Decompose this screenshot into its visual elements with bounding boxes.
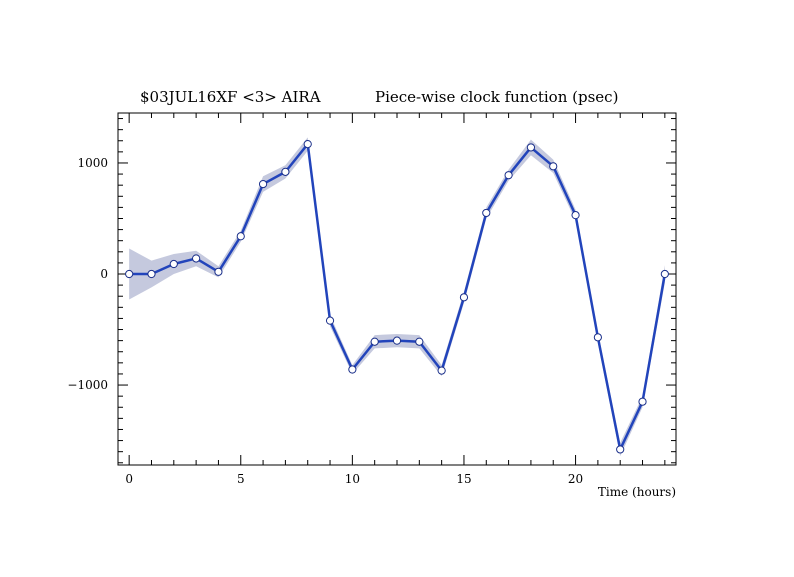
axis-ticks: 0 5 10 15 20 −1000 0 1000 xyxy=(67,113,676,486)
data-point xyxy=(370,337,379,346)
data-point xyxy=(526,143,536,152)
data-point xyxy=(392,336,402,345)
data-points xyxy=(125,139,669,454)
data-point xyxy=(214,267,223,276)
y-tick-label: −1000 xyxy=(67,378,108,392)
x-tick-label: 10 xyxy=(345,472,360,486)
x-tick-label: 5 xyxy=(237,472,245,486)
data-point xyxy=(593,333,602,342)
data-point xyxy=(616,445,625,454)
data-point xyxy=(660,269,669,279)
x-axis-label: Time (hours) xyxy=(598,485,676,499)
series-line-layer xyxy=(129,142,667,451)
x-tick-label: 0 xyxy=(125,472,133,486)
data-point xyxy=(192,254,201,263)
data-point xyxy=(325,316,335,325)
data-point xyxy=(281,167,290,176)
plot-frame xyxy=(117,112,677,466)
data-point xyxy=(504,171,513,180)
data-point xyxy=(549,162,558,171)
chart-title-right: Piece-wise clock function (psec) xyxy=(375,88,618,106)
error-band xyxy=(129,137,665,457)
data-point xyxy=(169,259,178,269)
data-point xyxy=(638,397,647,406)
data-point xyxy=(437,366,446,375)
data-point xyxy=(415,337,424,346)
data-point xyxy=(147,269,156,279)
data-point xyxy=(258,179,268,189)
series-line xyxy=(129,142,667,451)
data-point xyxy=(125,269,134,279)
data-point xyxy=(348,365,357,374)
chart-title-left: $03JUL16XF <3> AIRA xyxy=(140,88,321,106)
error-band-area xyxy=(129,137,665,457)
y-tick-label: 0 xyxy=(100,267,108,281)
y-tick-label: 1000 xyxy=(77,156,108,170)
data-point xyxy=(482,208,491,218)
data-point xyxy=(459,293,469,302)
x-tick-label: 20 xyxy=(568,472,583,486)
x-tick-label: 15 xyxy=(456,472,471,486)
data-point xyxy=(571,211,580,220)
data-point xyxy=(236,232,245,241)
data-point xyxy=(303,139,312,149)
